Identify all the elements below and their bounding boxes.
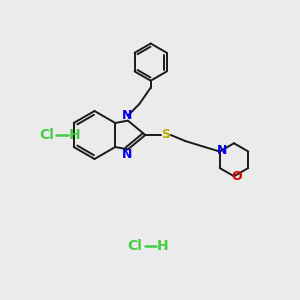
Text: O: O — [232, 170, 242, 183]
Text: H: H — [68, 128, 80, 142]
Text: N: N — [122, 148, 133, 161]
Text: N: N — [122, 109, 133, 122]
Text: Cl: Cl — [39, 128, 54, 142]
Text: N: N — [217, 143, 227, 157]
Text: Cl: Cl — [128, 239, 142, 253]
Text: S: S — [161, 128, 170, 142]
Text: H: H — [157, 239, 168, 253]
